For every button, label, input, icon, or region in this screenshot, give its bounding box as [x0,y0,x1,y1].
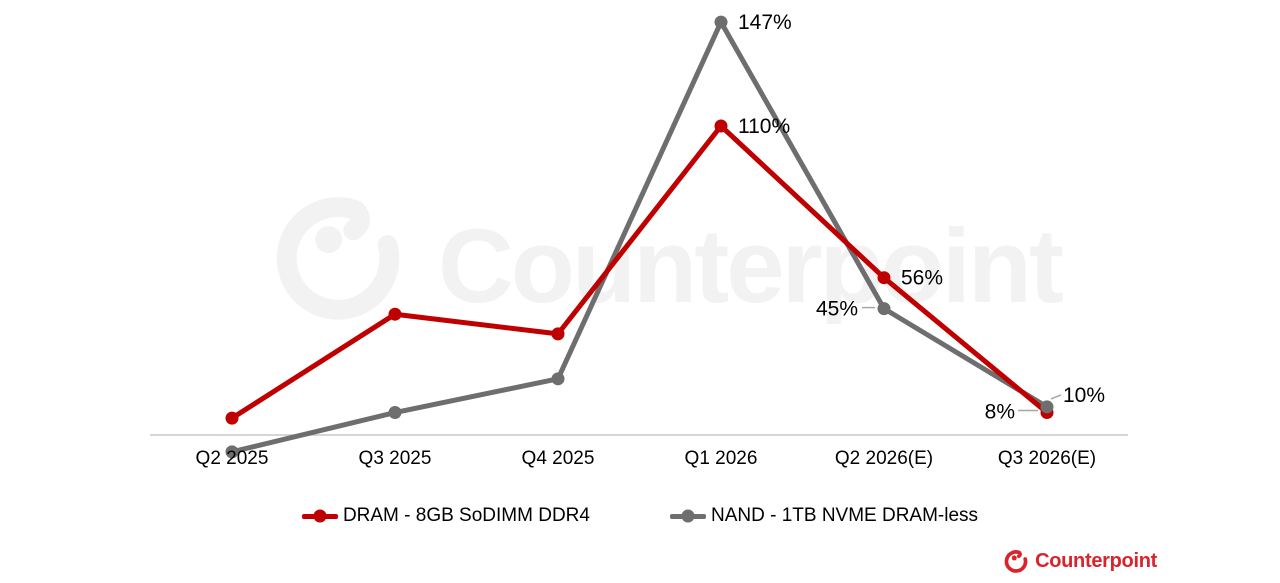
legend-marker-icon [301,509,338,523]
data-label-s0-p5: 8% [985,401,1015,424]
legend-label-1: NAND - 1TB NVME DRAM-less [710,505,979,526]
counterpoint-logo-text: Counterpoint [1035,549,1157,572]
marker-s1-p2 [551,372,565,386]
marker-s0-p4 [877,271,891,285]
data-label-s0-p3: 110% [738,115,790,138]
marker-s0-p0 [225,411,239,425]
marker-s1-p4 [877,302,891,316]
legend-label-0: DRAM - 8GB SoDIMM DDR4 [342,505,590,526]
counterpoint-logo: Counterpoint [1003,547,1157,575]
data-label-s1-p4: 45% [816,298,858,321]
counterpoint-watermark-icon [276,197,400,320]
watermark-text: Counterpoint [438,208,1064,325]
legend-marker-icon [669,509,706,523]
series-line-1 [229,19,1050,455]
series-line-0 [229,123,1050,421]
x-axis-label-0: Q2 2025 [195,448,269,469]
marker-s1-p3 [714,15,728,29]
data-label-s1-p5: 10% [1063,384,1105,407]
marker-s1-p0 [225,445,239,459]
legend: DRAM - 8GB SoDIMM DDR4 NAND - 1TB NVME DR… [0,505,1280,527]
marker-s0-p3 [714,119,728,133]
counterpoint-logo-icon [1004,550,1028,573]
x-axis-label-1: Q3 2025 [358,448,432,469]
x-axis-label-5: Q3 2026(E) [997,448,1097,469]
data-label-s0-p4: 56% [901,267,943,290]
x-axis-label-3: Q1 2026 [684,448,758,469]
x-axis: Q2 2025 Q3 2025 Q4 2025 Q1 2026 Q2 2026(E) Q3… [0,447,1280,473]
label-leader-s1-p5 [1050,394,1062,400]
x-axis-label-2: Q4 2025 [521,448,595,469]
legend-item-0: DRAM - 8GB SoDIMM DDR4 [301,505,590,527]
x-axis-label-4: Q2 2026(E) [834,448,934,469]
marker-s0-p2 [551,327,565,341]
marker-s1-p5 [1040,400,1054,414]
legend-item-1: NAND - 1TB NVME DRAM-less [669,505,979,527]
marker-s0-p1 [388,307,402,321]
marker-s1-p1 [388,406,402,420]
data-label-s1-p3: 147% [738,11,792,34]
